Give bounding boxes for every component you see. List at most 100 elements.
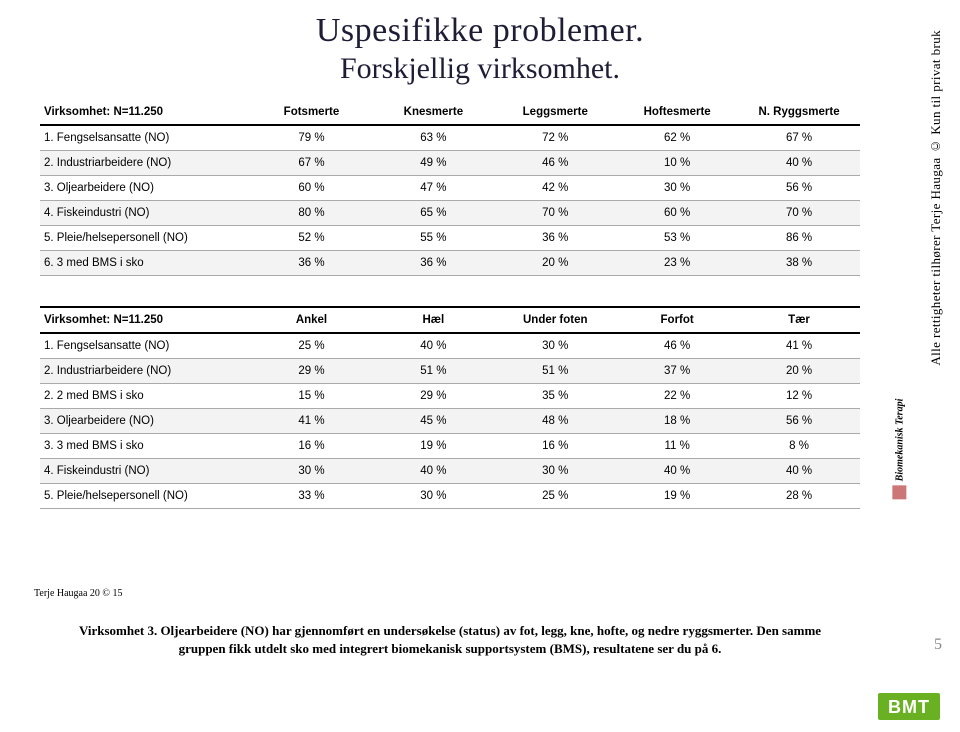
table-row: 2. Industriarbeidere (NO)67 %49 %46 %10 … bbox=[40, 151, 860, 176]
page-number: 5 bbox=[934, 636, 942, 654]
row-value: 36 % bbox=[251, 251, 373, 276]
table1-header-label: Virksomhet: N=11.250 bbox=[40, 100, 251, 125]
row-value: 30 % bbox=[372, 484, 494, 509]
row-value: 53 % bbox=[616, 226, 738, 251]
table1-col-0: Fotsmerte bbox=[251, 100, 373, 125]
row-label: 2. 2 med BMS i sko bbox=[40, 384, 251, 409]
table-row: 3. Oljearbeidere (NO)41 %45 %48 %18 %56 … bbox=[40, 409, 860, 434]
table2-col-3: Forfot bbox=[616, 308, 738, 333]
row-label: 6. 3 med BMS i sko bbox=[40, 251, 251, 276]
caption-text: Virksomhet 3. Oljearbeidere (NO) har gje… bbox=[60, 622, 840, 657]
row-value: 48 % bbox=[494, 409, 616, 434]
row-value: 40 % bbox=[738, 459, 860, 484]
row-value: 63 % bbox=[372, 125, 494, 151]
table-row: 2. Industriarbeidere (NO)29 %51 %51 %37 … bbox=[40, 359, 860, 384]
row-value: 11 % bbox=[616, 434, 738, 459]
row-value: 35 % bbox=[494, 384, 616, 409]
table-row: 4. Fiskeindustri (NO)80 %65 %70 %60 %70 … bbox=[40, 201, 860, 226]
table2-col-2: Under foten bbox=[494, 308, 616, 333]
table-separator bbox=[40, 276, 860, 308]
table2-col-4: Tær bbox=[738, 308, 860, 333]
row-label: 2. Industriarbeidere (NO) bbox=[40, 151, 251, 176]
row-value: 20 % bbox=[738, 359, 860, 384]
row-value: 30 % bbox=[494, 333, 616, 359]
row-value: 79 % bbox=[251, 125, 373, 151]
row-value: 46 % bbox=[616, 333, 738, 359]
table-row: 3. 3 med BMS i sko16 %19 %16 %11 %8 % bbox=[40, 434, 860, 459]
row-value: 70 % bbox=[738, 201, 860, 226]
row-value: 15 % bbox=[251, 384, 373, 409]
row-value: 86 % bbox=[738, 226, 860, 251]
page-title: Uspesifikke problemer. Forskjellig virks… bbox=[0, 12, 960, 86]
row-value: 51 % bbox=[372, 359, 494, 384]
row-value: 30 % bbox=[494, 459, 616, 484]
rights-sidebar-text: Alle rettigheter tilhører Terje Haugaa ©… bbox=[928, 30, 944, 366]
row-value: 70 % bbox=[494, 201, 616, 226]
table-row: 3. Oljearbeidere (NO)60 %47 %42 %30 %56 … bbox=[40, 176, 860, 201]
row-value: 16 % bbox=[251, 434, 373, 459]
bmt-logo: BMT bbox=[878, 693, 940, 720]
row-value: 52 % bbox=[251, 226, 373, 251]
sidebar-logo-icon bbox=[893, 485, 907, 499]
row-value: 49 % bbox=[372, 151, 494, 176]
row-value: 30 % bbox=[616, 176, 738, 201]
bmt-logo-text: BMT bbox=[888, 697, 930, 718]
row-value: 60 % bbox=[616, 201, 738, 226]
row-value: 19 % bbox=[616, 484, 738, 509]
row-value: 10 % bbox=[616, 151, 738, 176]
title-line1: Uspesifikke problemer. bbox=[0, 12, 960, 50]
table-row: 2. 2 med BMS i sko15 %29 %35 %22 %12 % bbox=[40, 384, 860, 409]
row-value: 56 % bbox=[738, 176, 860, 201]
row-value: 45 % bbox=[372, 409, 494, 434]
table-row: 1. Fengselsansatte (NO)79 %63 %72 %62 %6… bbox=[40, 125, 860, 151]
row-value: 29 % bbox=[372, 384, 494, 409]
row-value: 56 % bbox=[738, 409, 860, 434]
row-label: 5. Pleie/helsepersonell (NO) bbox=[40, 484, 251, 509]
row-value: 29 % bbox=[251, 359, 373, 384]
row-value: 51 % bbox=[494, 359, 616, 384]
row-value: 41 % bbox=[251, 409, 373, 434]
sidebar-logo: Biomekanisk Terapi bbox=[893, 399, 907, 500]
table1-col-1: Knesmerte bbox=[372, 100, 494, 125]
row-value: 67 % bbox=[738, 125, 860, 151]
row-value: 23 % bbox=[616, 251, 738, 276]
table1-col-3: Hoftesmerte bbox=[616, 100, 738, 125]
row-value: 36 % bbox=[372, 251, 494, 276]
row-value: 40 % bbox=[738, 151, 860, 176]
table2-col-1: Hæl bbox=[372, 308, 494, 333]
row-label: 3. 3 med BMS i sko bbox=[40, 434, 251, 459]
table-row: 6. 3 med BMS i sko36 %36 %20 %23 %38 % bbox=[40, 251, 860, 276]
row-value: 65 % bbox=[372, 201, 494, 226]
row-label: 4. Fiskeindustri (NO) bbox=[40, 201, 251, 226]
row-value: 18 % bbox=[616, 409, 738, 434]
row-value: 67 % bbox=[251, 151, 373, 176]
table2-col-0: Ankel bbox=[251, 308, 373, 333]
row-value: 55 % bbox=[372, 226, 494, 251]
row-label: 3. Oljearbeidere (NO) bbox=[40, 176, 251, 201]
row-value: 80 % bbox=[251, 201, 373, 226]
row-value: 40 % bbox=[372, 333, 494, 359]
table2-header-label: Virksomhet: N=11.250 bbox=[40, 308, 251, 333]
sidebar-logo-text: Biomekanisk Terapi bbox=[894, 399, 905, 482]
row-value: 40 % bbox=[616, 459, 738, 484]
row-value: 30 % bbox=[251, 459, 373, 484]
row-value: 72 % bbox=[494, 125, 616, 151]
row-value: 28 % bbox=[738, 484, 860, 509]
row-value: 60 % bbox=[251, 176, 373, 201]
title-line2: Forskjellig virksomhet. bbox=[0, 52, 960, 86]
row-value: 33 % bbox=[251, 484, 373, 509]
table1-col-2: Leggsmerte bbox=[494, 100, 616, 125]
row-value: 19 % bbox=[372, 434, 494, 459]
footer-author: Terje Haugaa 20 © 15 bbox=[34, 588, 123, 599]
row-label: 5. Pleie/helsepersonell (NO) bbox=[40, 226, 251, 251]
row-label: 1. Fengselsansatte (NO) bbox=[40, 125, 251, 151]
row-value: 41 % bbox=[738, 333, 860, 359]
tables-container: Virksomhet: N=11.250 Fotsmerte Knesmerte… bbox=[40, 100, 860, 509]
row-value: 47 % bbox=[372, 176, 494, 201]
table-row: 4. Fiskeindustri (NO)30 %40 %30 %40 %40 … bbox=[40, 459, 860, 484]
row-value: 40 % bbox=[372, 459, 494, 484]
table-pain-areas: Virksomhet: N=11.250 Fotsmerte Knesmerte… bbox=[40, 100, 860, 276]
row-value: 62 % bbox=[616, 125, 738, 151]
row-value: 12 % bbox=[738, 384, 860, 409]
row-value: 22 % bbox=[616, 384, 738, 409]
